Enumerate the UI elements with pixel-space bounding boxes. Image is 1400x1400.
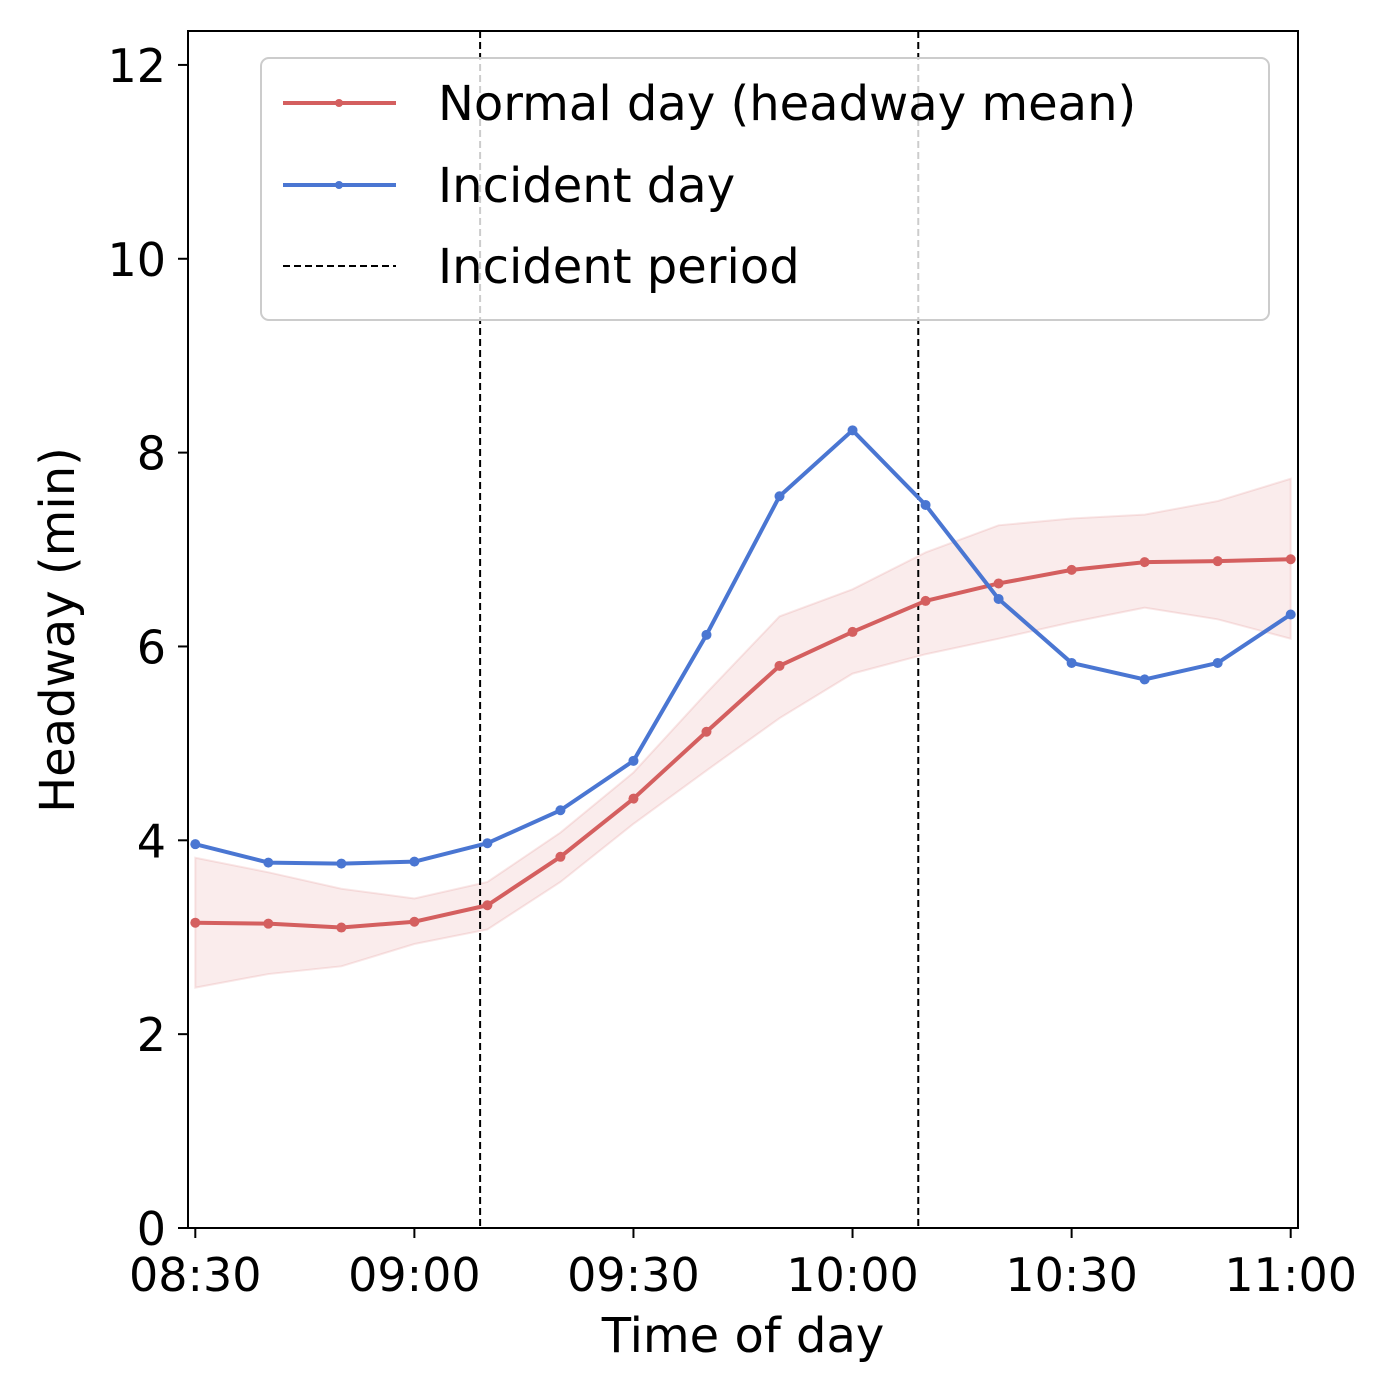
incident-day-point (190, 839, 201, 850)
y-tick-label: 6 (137, 620, 166, 674)
incident-day-point (409, 856, 420, 867)
series-layer (190, 425, 1296, 933)
incident-day-point (555, 805, 566, 816)
normal-day-point (190, 917, 201, 928)
x-tick-label: 09:00 (348, 1248, 481, 1302)
incident-day-point (263, 857, 274, 868)
x-tick-label: 09:30 (567, 1248, 700, 1302)
axis-ticks: 08:30 09:00 09:30 10:00 10:30 11:00 0 2 4 6 8 10 12 (107, 39, 1357, 1302)
incident-day-point (1285, 609, 1296, 620)
legend: Normal day (headway mean) Incident day I… (260, 57, 1270, 321)
incident-day-point (847, 425, 858, 436)
x-tick-label: 08:30 (129, 1248, 262, 1302)
normal-day-line (195, 557, 1291, 930)
incident-day-point (993, 593, 1004, 604)
normal-day-point (701, 726, 712, 737)
y-tick-label: 0 (137, 1202, 166, 1256)
x-tick-label: 11:00 (1224, 1248, 1357, 1302)
y-axis-label: Headway (min) (30, 447, 86, 813)
legend-normal-marker (335, 99, 343, 107)
incident-day-point (774, 491, 785, 502)
normal-day-point (263, 918, 274, 929)
x-axis-label: Time of day (601, 1308, 885, 1364)
incident-day-line (194, 428, 1292, 866)
normal-day-point (336, 922, 347, 933)
normal-day-point (1139, 557, 1150, 568)
incident-day-point (701, 629, 712, 640)
y-tick-label: 10 (107, 233, 166, 287)
normal-day-point (993, 578, 1004, 589)
normal-day-point (1212, 556, 1223, 567)
x-tick-label: 10:00 (786, 1248, 919, 1302)
incident-day-point (336, 858, 347, 869)
normal-day-point (774, 660, 785, 671)
legend-incident-label: Incident day (438, 158, 735, 214)
y-tick-label: 8 (137, 427, 166, 481)
y-tick-label: 12 (107, 39, 166, 93)
incident-day-point (1066, 657, 1077, 668)
normal-day-point (409, 916, 420, 927)
normal-day-band-layer (194, 477, 1292, 989)
y-tick-label: 4 (137, 814, 166, 868)
normal-day-point (628, 793, 639, 804)
legend-box (260, 57, 1270, 321)
y-tick-label: 2 (137, 1008, 166, 1062)
incident-day-point (482, 838, 493, 849)
incident-day-point (1212, 657, 1223, 668)
plot-frame (187, 30, 1299, 1229)
normal-day-point (482, 900, 493, 911)
incident-day-point (920, 499, 931, 510)
x-tick-label: 10:30 (1005, 1248, 1138, 1302)
normal-day-point (555, 851, 566, 862)
normal-day-point (920, 595, 931, 606)
incident-day-point (1139, 674, 1150, 685)
legend-incident-marker (335, 181, 343, 189)
legend-period-label: Incident period (438, 239, 800, 295)
normal-day-point (847, 626, 858, 637)
normal-day-band (194, 477, 1292, 989)
normal-day-point (1066, 564, 1077, 575)
legend-normal-label: Normal day (headway mean) (438, 76, 1136, 132)
incident-day-point (628, 755, 639, 766)
normal-day-point (1285, 554, 1296, 565)
